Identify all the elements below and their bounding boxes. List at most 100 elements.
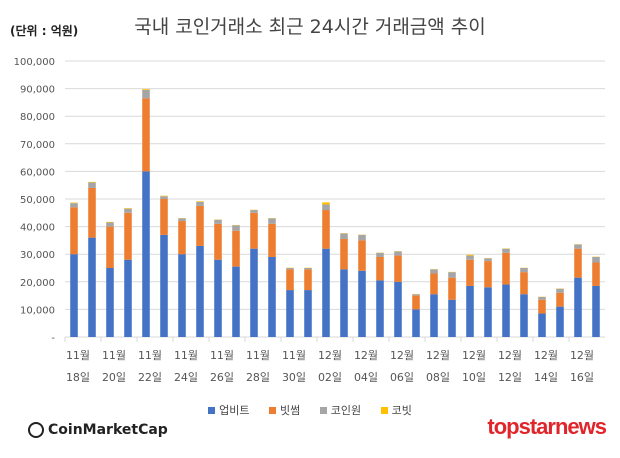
bar-segment-업비트 bbox=[88, 237, 96, 337]
bar-segment-코인원 bbox=[160, 196, 168, 199]
bar-segment-빗썸 bbox=[430, 273, 438, 295]
y-tick-label: 80,000 bbox=[20, 112, 55, 123]
x-tick-label: 12월 bbox=[318, 349, 342, 362]
bar-segment-빗썸 bbox=[160, 199, 168, 235]
bar-segment-코인원 bbox=[376, 252, 384, 257]
x-tick-label: 18일 bbox=[66, 370, 90, 384]
bar-segment-업비트 bbox=[178, 254, 186, 337]
bar-segment-코빗 bbox=[124, 208, 132, 209]
bar-segment-업비트 bbox=[160, 234, 168, 337]
x-tick-label: 24일 bbox=[174, 370, 198, 384]
bar-segment-업비트 bbox=[376, 280, 384, 337]
x-tick-label: 11월 bbox=[66, 349, 90, 362]
bar-segment-업비트 bbox=[448, 299, 456, 337]
bar-segment-업비트 bbox=[412, 309, 420, 337]
bar-segment-업비트 bbox=[214, 259, 222, 337]
bar-segment-업비트 bbox=[520, 294, 528, 337]
x-tick-label: 20일 bbox=[102, 370, 126, 384]
bar-segment-코인원 bbox=[340, 233, 348, 240]
bar-segment-코인원 bbox=[412, 294, 420, 296]
x-tick-label: 04일 bbox=[354, 370, 378, 384]
bar-segment-코빗 bbox=[142, 89, 150, 90]
bar-segment-코빗 bbox=[322, 202, 330, 205]
x-tick-label: 02일 bbox=[318, 370, 342, 384]
coinmarketcap-icon bbox=[28, 422, 44, 438]
bar-segment-코인원 bbox=[502, 248, 510, 253]
bar-segment-코빗 bbox=[70, 202, 78, 204]
bar-segment-코인원 bbox=[466, 255, 474, 260]
legend-item-upbit: 업비트 bbox=[208, 404, 250, 417]
x-tick-label: 08일 bbox=[426, 370, 450, 384]
x-tick-label: 12월 bbox=[426, 349, 450, 362]
bar-segment-빗썸 bbox=[214, 223, 222, 260]
chart-title: 국내 코인거래소 최근 24시간 거래금액 추이 bbox=[134, 16, 486, 38]
bar-segment-업비트 bbox=[304, 290, 312, 337]
bar-segment-업비트 bbox=[250, 248, 258, 337]
bar-segment-빗썸 bbox=[106, 226, 114, 268]
bar-segment-코빗 bbox=[196, 201, 204, 202]
legend-swatch bbox=[208, 407, 216, 414]
bar-segment-빗썸 bbox=[466, 259, 474, 286]
bar-segment-빗썸 bbox=[232, 230, 240, 267]
bar-segment-코인원 bbox=[358, 234, 366, 241]
bar-segment-빗썸 bbox=[394, 255, 402, 282]
bar-segment-코빗 bbox=[88, 181, 96, 183]
bar-segment-코인원 bbox=[250, 210, 258, 213]
bar-segment-빗썸 bbox=[538, 299, 546, 314]
bar-segment-업비트 bbox=[592, 285, 600, 337]
bar-segment-코인원 bbox=[556, 288, 564, 293]
bar-segment-코인원 bbox=[430, 269, 438, 274]
y-tick-label: 60,000 bbox=[20, 167, 55, 178]
bar-segment-업비트 bbox=[340, 269, 348, 337]
legend-swatch bbox=[380, 407, 388, 414]
x-tick-label: 11월 bbox=[210, 349, 234, 362]
bar-segment-업비트 bbox=[574, 277, 582, 337]
bar-segment-업비트 bbox=[538, 313, 546, 337]
legend-swatch bbox=[319, 407, 327, 414]
bar-segment-코빗 bbox=[466, 254, 474, 256]
bar-segment-빗썸 bbox=[304, 269, 312, 291]
bar-segment-코인원 bbox=[268, 218, 276, 224]
y-tick-label: 10,000 bbox=[20, 305, 55, 316]
bar-segment-빗썸 bbox=[376, 256, 384, 281]
y-tick-label: 40,000 bbox=[20, 223, 55, 234]
bar-segment-코인원 bbox=[574, 244, 582, 249]
bar-segment-빗썸 bbox=[88, 187, 96, 238]
coinmarketcap-logo: CoinMarketCap bbox=[28, 422, 168, 438]
x-tick-label: 26일 bbox=[210, 370, 234, 384]
bar-segment-코인원 bbox=[142, 89, 150, 99]
x-tick-label: 11월 bbox=[282, 349, 306, 362]
plot-area: - 10,000 20,000 30,000 40,000 50,000 60,000 70,… bbox=[14, 57, 605, 384]
x-tick-label: 11월 bbox=[102, 349, 126, 362]
bar-segment-빗썸 bbox=[556, 292, 564, 307]
bar-segment-코빗 bbox=[106, 221, 114, 223]
bar-segment-빗썸 bbox=[340, 239, 348, 270]
bar-segment-코인원 bbox=[232, 225, 240, 231]
bar-segment-코인원 bbox=[304, 268, 312, 270]
x-tick-label: 11월 bbox=[246, 349, 270, 362]
bar-segment-빗썸 bbox=[142, 98, 150, 172]
bar-segment-코인원 bbox=[178, 218, 186, 222]
bar-segment-업비트 bbox=[322, 248, 330, 337]
bar-segment-빗썸 bbox=[484, 261, 492, 288]
bar-segment-코인원 bbox=[88, 182, 96, 188]
x-tick-label: 06일 bbox=[390, 370, 414, 384]
legend-item-coinone: 코인원 bbox=[319, 404, 361, 417]
bar-segment-빗썸 bbox=[574, 248, 582, 278]
x-tick-label: 22일 bbox=[138, 370, 162, 384]
bar-segment-업비트 bbox=[466, 285, 474, 337]
bar-segment-빗썸 bbox=[70, 207, 78, 255]
bar-segment-코인원 bbox=[70, 203, 78, 208]
x-tick-label: 12월 bbox=[462, 349, 486, 362]
bar-segment-빗썸 bbox=[322, 210, 330, 249]
bar-segment-빗썸 bbox=[124, 212, 132, 260]
bar-segment-코인원 bbox=[520, 268, 528, 273]
bar-segment-빗썸 bbox=[196, 205, 204, 246]
bar-segment-업비트 bbox=[196, 245, 204, 337]
x-tick-label: 12일 bbox=[498, 370, 522, 384]
y-tick-label: 100,000 bbox=[14, 57, 55, 68]
bar-segment-업비트 bbox=[358, 270, 366, 337]
bar-segment-코인원 bbox=[286, 268, 294, 270]
bar-segment-업비트 bbox=[124, 259, 132, 337]
legend-label: 업비트 bbox=[219, 404, 250, 417]
